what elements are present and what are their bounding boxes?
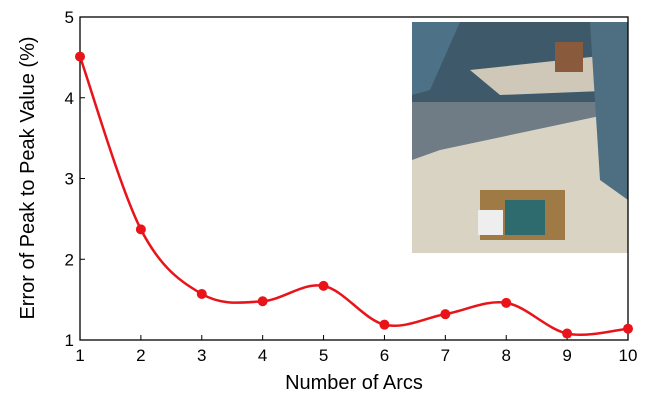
data-point xyxy=(440,309,450,319)
x-tick-label: 4 xyxy=(258,346,267,365)
y-tick-label: 3 xyxy=(65,170,74,189)
x-tick-label: 6 xyxy=(380,346,389,365)
chart: Number of Arcs Error of Peak to Peak Val… xyxy=(0,0,665,398)
x-tick-label: 1 xyxy=(75,346,84,365)
x-tick-label: 2 xyxy=(136,346,145,365)
y-tick-label: 4 xyxy=(65,89,74,108)
x-tick-label: 7 xyxy=(441,346,450,365)
data-point xyxy=(562,329,572,339)
y-tick-label: 1 xyxy=(65,331,74,350)
x-tick-label: 3 xyxy=(197,346,206,365)
data-point xyxy=(319,281,329,291)
y-axis-label: Error of Peak to Peak Value (%) xyxy=(17,36,39,319)
x-tick-label: 9 xyxy=(562,346,571,365)
data-point xyxy=(258,296,268,306)
data-point xyxy=(136,224,146,234)
data-point xyxy=(75,52,85,62)
data-point xyxy=(197,289,207,299)
x-tick-label: 8 xyxy=(501,346,510,365)
y-tick-label: 5 xyxy=(65,8,74,27)
data-point xyxy=(379,320,389,330)
x-tick-label: 5 xyxy=(319,346,328,365)
x-axis-label: Number of Arcs xyxy=(285,372,423,394)
data-point xyxy=(623,324,633,334)
inset-photo xyxy=(412,22,628,253)
x-tick-label: 10 xyxy=(619,346,638,365)
y-tick-label: 2 xyxy=(65,250,74,269)
data-point xyxy=(501,298,511,308)
